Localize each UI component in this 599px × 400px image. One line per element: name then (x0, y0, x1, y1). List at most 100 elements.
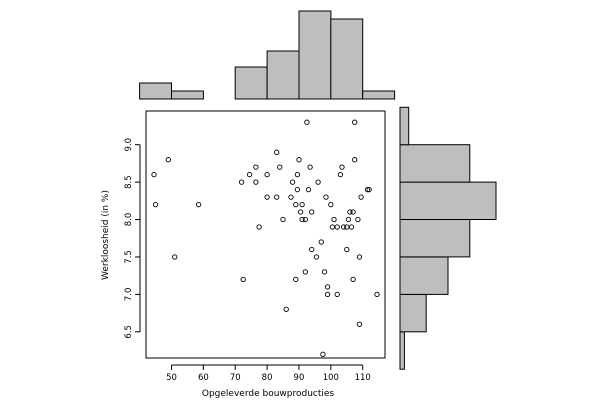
scatter-point (151, 171, 157, 178)
scatter-point (277, 164, 283, 170)
scatter-point (264, 194, 270, 200)
y-tick-label: 7.5 (124, 250, 134, 264)
y-axis: 6.5 7.0 7.5 8.0 8.5 9.0 (124, 138, 141, 339)
scatter-point (305, 186, 312, 193)
scatter-point (374, 291, 380, 298)
scatter-point (165, 157, 171, 163)
scatter-point (315, 179, 321, 185)
scatter-point (294, 171, 301, 178)
x-tick-label: 70 (230, 373, 241, 383)
scatter-point (318, 239, 324, 245)
scatter-point (238, 179, 245, 185)
scatter-point (293, 276, 299, 283)
scatter-point (355, 216, 361, 223)
y-histogram-bar (399, 181, 497, 221)
x-tick-label: 50 (166, 373, 177, 383)
scatter-point (334, 291, 340, 298)
plot-frame (145, 110, 386, 359)
x-tick-label: 60 (198, 373, 209, 383)
scatter-point (264, 171, 270, 178)
scatter-point (304, 119, 310, 125)
scatter-point (324, 284, 331, 290)
scatter-point (364, 186, 371, 193)
scatter-point (345, 216, 352, 223)
scatter-point (356, 321, 363, 327)
y-tick-label: 8.5 (124, 175, 134, 189)
x-marginal-histogram (139, 10, 396, 100)
x-axis: 50 60 70 80 90 100 110 (166, 364, 371, 383)
scatter-point (356, 254, 363, 260)
scatter-point (256, 224, 262, 230)
x-tick-label: 80 (262, 373, 273, 383)
scatter-point (309, 209, 315, 215)
scatter-point (337, 171, 344, 178)
x-tick-label: 90 (294, 373, 305, 383)
scatter-point (331, 216, 337, 223)
x-histogram-bar (171, 90, 204, 100)
scatter-point (348, 224, 355, 230)
scatter-point (253, 179, 259, 185)
scatter-point (334, 224, 340, 230)
scatter-point (339, 164, 345, 170)
scatter-point (246, 171, 253, 178)
scatter-point (350, 276, 356, 283)
scatter-point (344, 224, 350, 230)
scatter-point (358, 194, 364, 200)
scatter-point (352, 157, 358, 163)
scatter-point (288, 194, 294, 200)
scatter-point (299, 216, 305, 223)
scatter-point (294, 186, 301, 193)
scatter-point (172, 254, 178, 260)
scatter-point (253, 164, 259, 170)
scatter-point (321, 269, 328, 275)
y-axis-label: Werkloosheid (in %) (101, 190, 111, 280)
y-histogram-bar (399, 219, 471, 258)
scatter-point (293, 201, 299, 208)
x-histogram-bar (266, 50, 300, 100)
scatter-point (274, 149, 280, 155)
scatter-point (344, 246, 350, 253)
y-tick-label: 8.0 (124, 213, 134, 227)
scatter-point (302, 269, 308, 275)
scatter-point (328, 201, 334, 208)
y-histogram-bar (399, 331, 405, 370)
y-tick-label: 6.5 (124, 325, 134, 339)
scatter-point (274, 194, 280, 200)
y-histogram-bar (399, 106, 410, 146)
scatter-point (283, 306, 289, 312)
scatter-point (309, 246, 315, 253)
x-tick-label: 100 (323, 373, 339, 383)
y-tick-label: 7.0 (124, 288, 134, 302)
x-histogram-bar (234, 66, 268, 100)
scatter-point (352, 119, 358, 125)
scatter-point (289, 179, 296, 185)
scatter-point (152, 201, 159, 208)
x-histogram-bar (330, 18, 364, 100)
y-histogram-bar (399, 144, 471, 183)
scatter-point (320, 351, 326, 357)
x-histogram-bar (362, 90, 396, 100)
scatter-point (347, 209, 353, 215)
x-tick-label: 110 (355, 373, 371, 383)
scatter-point (340, 224, 347, 230)
y-tick-label: 9.0 (124, 138, 134, 152)
x-histogram-bar (139, 82, 173, 100)
scatter-point (313, 254, 320, 260)
y-histogram-bar (399, 293, 427, 333)
scatter-point (324, 291, 331, 298)
scatter-points (151, 119, 380, 357)
scatter-point (280, 216, 286, 223)
scatter-point (297, 209, 304, 215)
scatter-point (240, 276, 246, 283)
scatter-point (323, 194, 329, 200)
scatter-point (296, 157, 302, 163)
scatter-point (299, 201, 305, 208)
scatter-point (366, 186, 372, 193)
scatter-point (302, 216, 308, 223)
scatter-point (350, 209, 356, 215)
y-histogram-bar (399, 256, 449, 295)
y-marginal-histogram (399, 106, 497, 370)
scatter-point (307, 164, 313, 170)
x-histogram-bar (298, 10, 332, 100)
